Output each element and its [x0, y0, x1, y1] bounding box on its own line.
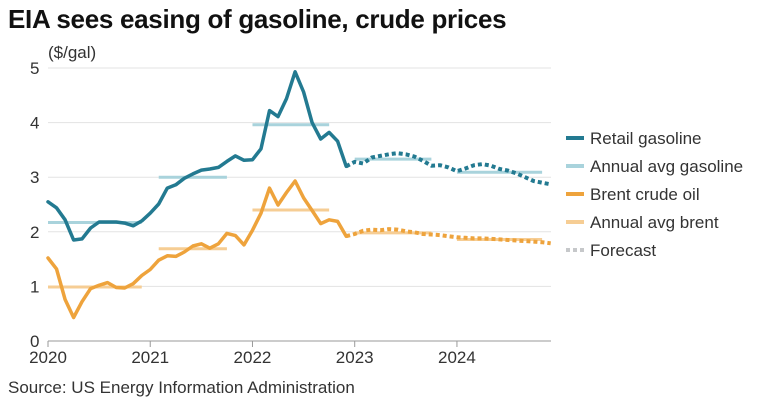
gridlines — [48, 67, 551, 342]
retail-gasoline-forecast-line — [345, 151, 552, 187]
y-tick-label-2: 2 — [30, 223, 39, 242]
legend-label-forecast: Forecast — [590, 241, 656, 260]
legend: Retail gasoline Annual avg gasoline Brent … — [566, 129, 743, 260]
brent-crude-oil-line — [46, 179, 348, 320]
annual-average-segments — [48, 123, 543, 289]
legend-label-brent-crude-oil: Brent crude oil — [590, 185, 700, 204]
x-axis-ticks: 2020 2021 2022 2023 2024 — [29, 341, 476, 367]
chart-title: EIA sees easing of gasoline, crude price… — [8, 4, 507, 34]
y-axis-tick-labels: 0 1 2 3 4 5 — [30, 59, 39, 351]
legend-label-retail-gasoline: Retail gasoline — [590, 129, 702, 148]
y-axis-unit-label: ($/gal) — [48, 43, 96, 62]
brent-crude-oil-forecast-line — [345, 227, 551, 246]
retail-gasoline-line — [46, 70, 348, 242]
y-tick-label-1: 1 — [30, 277, 39, 296]
legend-label-annual-avg-gasoline: Annual avg gasoline — [590, 157, 743, 176]
legend-label-annual-avg-brent: Annual avg brent — [590, 213, 719, 232]
x-tick-label-2020: 2020 — [29, 348, 67, 367]
y-tick-label-3: 3 — [30, 168, 39, 187]
forecast-lines — [345, 151, 552, 246]
y-tick-label-0: 0 — [30, 332, 39, 351]
source-note: Source: US Energy Information Administra… — [8, 378, 355, 397]
x-tick-label-2022: 2022 — [234, 348, 272, 367]
x-tick-label-2021: 2021 — [131, 348, 169, 367]
x-tick-label-2024: 2024 — [438, 348, 476, 367]
y-tick-label-5: 5 — [30, 59, 39, 78]
x-tick-label-2023: 2023 — [336, 348, 374, 367]
y-tick-label-4: 4 — [30, 114, 39, 133]
series-lines — [46, 70, 348, 320]
